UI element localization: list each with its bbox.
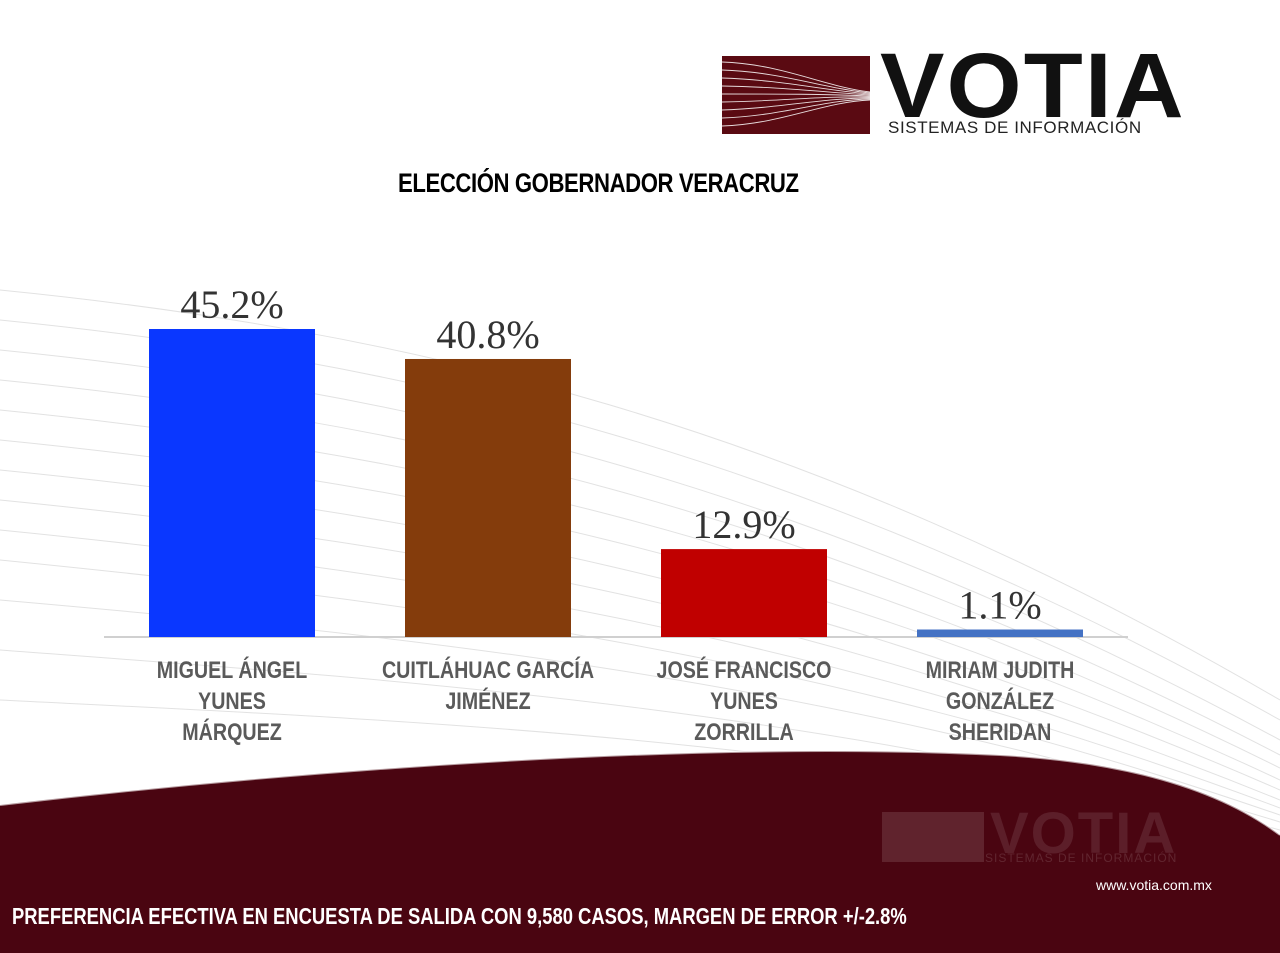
category-label-line: MIGUEL ÁNGEL YUNES [156,657,308,715]
watermark-wordmark: VOTIA [990,801,1178,866]
category-label-line: MÁRQUEZ [182,719,282,746]
votia-logo-mark [722,56,870,134]
watermark-logo-box [882,812,984,862]
bar-2 [405,358,571,637]
category-label-1: MIGUEL ÁNGEL YUNES MÁRQUEZ [125,655,338,748]
data-labels: 45.2% 40.8% 12.9% 1.1% [180,282,1041,628]
bar-1 [149,329,315,637]
bar-4 [917,629,1083,637]
category-label-3: JOSÉ FRANCISCO YUNES ZORRILLA [637,655,850,748]
chart-title: ELECCIÓN GOBERNADOR VERACRUZ [398,168,799,198]
data-label-3: 12.9% [692,502,795,547]
category-label-line: ZORRILLA [694,719,794,746]
votia-logo-wordmark: VOTIA [880,35,1186,137]
category-label-line: JOSÉ FRANCISCO YUNES [656,657,832,715]
category-label-line: MIRIAM JUDITH GONZÁLEZ [925,657,1075,715]
bar-3 [661,549,827,637]
methodology-note: PREFERENCIA EFECTIVA EN ENCUESTA DE SALI… [12,903,907,929]
category-label-line: JIMÉNEZ [445,688,531,715]
footer-band [0,751,1280,953]
watermark-tagline: SISTEMAS DE INFORMACIÓN [985,851,1178,865]
website-url[interactable]: www.votia.com.mx [1096,877,1212,893]
category-label-4: MIRIAM JUDITH GONZÁLEZ SHERIDAN [893,655,1106,748]
category-label-line: SHERIDAN [948,719,1052,746]
category-label-2: CUITLÁHUAC GARCÍA JIMÉNEZ [381,655,594,717]
data-label-1: 45.2% [180,282,283,327]
data-label-2: 40.8% [436,312,539,357]
data-label-4: 1.1% [958,583,1041,628]
category-label-line: CUITLÁHUAC GARCÍA [381,657,595,684]
footer-band-highlight [0,750,1280,836]
bars [149,329,1083,637]
votia-logo-tagline: SISTEMAS DE INFORMACIÓN [888,118,1142,137]
